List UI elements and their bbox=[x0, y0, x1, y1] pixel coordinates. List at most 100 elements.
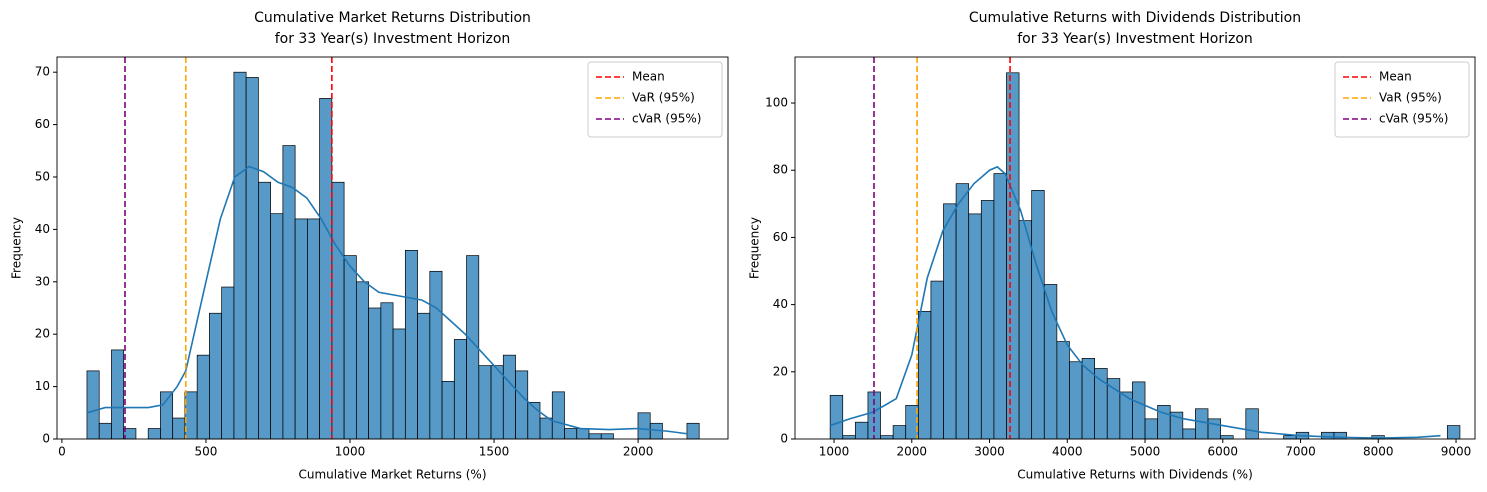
bar bbox=[209, 312, 223, 440]
y-tick-label: 50 bbox=[35, 169, 50, 183]
bar bbox=[980, 200, 995, 440]
bar bbox=[892, 425, 907, 440]
y-tick-label: 70 bbox=[35, 65, 50, 79]
y-tick-label: 40 bbox=[773, 297, 788, 311]
y-axis-label: Frequency bbox=[10, 217, 24, 279]
bar bbox=[270, 213, 284, 440]
bar bbox=[943, 203, 957, 440]
bar bbox=[1094, 368, 1108, 440]
x-tick-label: 8000 bbox=[1363, 445, 1394, 459]
y-tick-label: 0 bbox=[780, 432, 788, 446]
bar bbox=[343, 255, 357, 440]
bar bbox=[1446, 425, 1461, 440]
bar bbox=[1182, 428, 1196, 440]
y-tick-label: 80 bbox=[773, 163, 788, 177]
bar bbox=[282, 145, 296, 440]
x-tick-label: 1500 bbox=[479, 445, 510, 459]
bar bbox=[404, 250, 418, 440]
bar bbox=[600, 433, 614, 440]
chart-title: for 33 Year(s) Investment Horizon bbox=[275, 31, 511, 47]
bar bbox=[490, 365, 504, 440]
plot-frame bbox=[794, 56, 1476, 440]
histogram-panel: Cumulative Returns with Dividends Distri… bbox=[748, 10, 1476, 482]
bar bbox=[380, 302, 394, 440]
chart-title: Cumulative Returns with Dividends Distri… bbox=[969, 10, 1301, 26]
bar bbox=[1132, 381, 1146, 440]
bar bbox=[637, 412, 651, 440]
bar bbox=[1031, 190, 1045, 440]
legend-box bbox=[587, 61, 723, 138]
bar bbox=[478, 365, 492, 440]
legend-label: VaR (95%) bbox=[632, 91, 695, 105]
bar bbox=[368, 307, 382, 440]
bar bbox=[245, 77, 259, 440]
bar bbox=[1056, 341, 1070, 440]
bar bbox=[221, 286, 235, 440]
legend-label: Mean bbox=[1379, 70, 1412, 84]
bar bbox=[307, 218, 320, 440]
legend-label: cVaR (95%) bbox=[632, 112, 701, 126]
bar bbox=[588, 433, 602, 440]
y-tick-label: 20 bbox=[773, 364, 788, 378]
bar bbox=[955, 183, 970, 440]
x-tick-label: 6000 bbox=[1208, 445, 1239, 459]
chart-title: Cumulative Market Returns Distribution bbox=[254, 10, 531, 26]
x-tick-label: 3000 bbox=[974, 445, 1005, 459]
y-tick-label: 0 bbox=[42, 432, 50, 446]
bar bbox=[1245, 408, 1259, 440]
y-tick-label: 30 bbox=[35, 274, 50, 288]
x-tick-label: 1000 bbox=[819, 445, 850, 459]
bar bbox=[854, 421, 869, 440]
bar bbox=[1157, 405, 1171, 440]
bar bbox=[392, 328, 406, 440]
bar bbox=[829, 394, 844, 440]
bar bbox=[441, 381, 455, 440]
bar bbox=[331, 181, 345, 440]
histogram-panel: Cumulative Market Returns Distribution fo… bbox=[10, 10, 729, 482]
bar bbox=[1220, 435, 1234, 440]
bar bbox=[355, 281, 369, 440]
bar bbox=[184, 391, 198, 440]
x-tick-label: 0 bbox=[58, 445, 66, 459]
legend-label: Mean bbox=[632, 70, 665, 84]
bar bbox=[576, 428, 590, 440]
x-axis-label: Cumulative Returns with Dividends (%) bbox=[1017, 468, 1253, 482]
bar bbox=[319, 98, 333, 440]
y-tick-label: 40 bbox=[35, 222, 50, 236]
bar bbox=[1283, 435, 1297, 440]
bar bbox=[1006, 72, 1020, 440]
bar bbox=[1321, 431, 1335, 440]
plot-frame bbox=[56, 56, 729, 440]
bar bbox=[686, 422, 700, 440]
bar bbox=[98, 422, 112, 440]
bar bbox=[880, 435, 894, 440]
y-tick-label: 100 bbox=[765, 96, 788, 110]
bar bbox=[453, 339, 467, 440]
x-tick-label: 9000 bbox=[1441, 445, 1472, 459]
bar bbox=[1018, 220, 1033, 440]
bar bbox=[233, 71, 247, 440]
y-tick-label: 60 bbox=[35, 117, 50, 131]
x-tick-label: 1000 bbox=[335, 445, 366, 459]
bar bbox=[147, 428, 161, 440]
bar bbox=[196, 354, 210, 440]
bar bbox=[1144, 418, 1158, 440]
bar bbox=[539, 417, 553, 440]
y-tick-label: 10 bbox=[35, 379, 50, 393]
x-tick-label: 2000 bbox=[897, 445, 928, 459]
bar bbox=[111, 349, 125, 440]
x-tick-label: 5000 bbox=[1130, 445, 1161, 459]
bar bbox=[551, 391, 565, 440]
bar bbox=[86, 370, 100, 440]
kde-line bbox=[86, 165, 688, 435]
bar bbox=[917, 310, 932, 440]
y-tick-label: 60 bbox=[773, 230, 788, 244]
bar bbox=[842, 435, 856, 440]
bar bbox=[515, 370, 529, 440]
x-tick-label: 7000 bbox=[1285, 445, 1316, 459]
bar bbox=[1069, 361, 1083, 440]
bar bbox=[172, 417, 186, 440]
chart-title: for 33 Year(s) Investment Horizon bbox=[1017, 31, 1253, 47]
bar bbox=[258, 181, 271, 440]
